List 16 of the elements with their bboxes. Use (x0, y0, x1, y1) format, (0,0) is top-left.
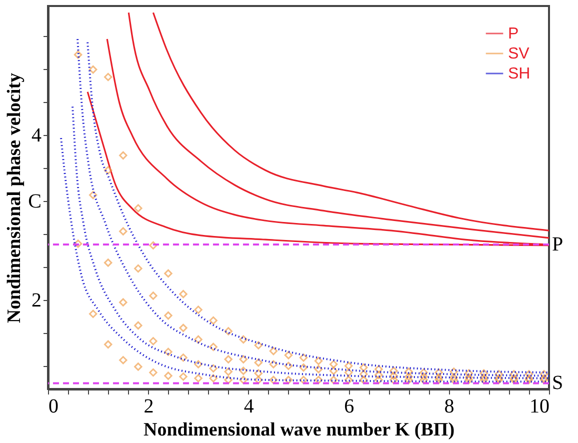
annotation: P (552, 234, 564, 256)
x-axis-title: Nondimensional wave number K (BΠ) (143, 420, 455, 440)
x-tick-label: 0 (48, 396, 58, 418)
x-tick-label: 2 (144, 396, 154, 418)
legend-label: SH (508, 66, 530, 82)
y-tick-label: 4 (32, 124, 42, 146)
legend-label: SV (508, 46, 530, 62)
x-tick-label: 4 (244, 396, 254, 418)
legend-label: P (508, 26, 519, 42)
y-tick-label: 2 (32, 289, 42, 312)
x-tick-label: 6 (344, 396, 354, 418)
y-tick-label: C (28, 190, 42, 212)
y-axis-title: Nondimensional phase velocity (4, 72, 26, 324)
annotation: S (552, 372, 564, 394)
x-tick-label: 8 (444, 396, 454, 418)
x-tick-label: 10 (530, 396, 550, 418)
